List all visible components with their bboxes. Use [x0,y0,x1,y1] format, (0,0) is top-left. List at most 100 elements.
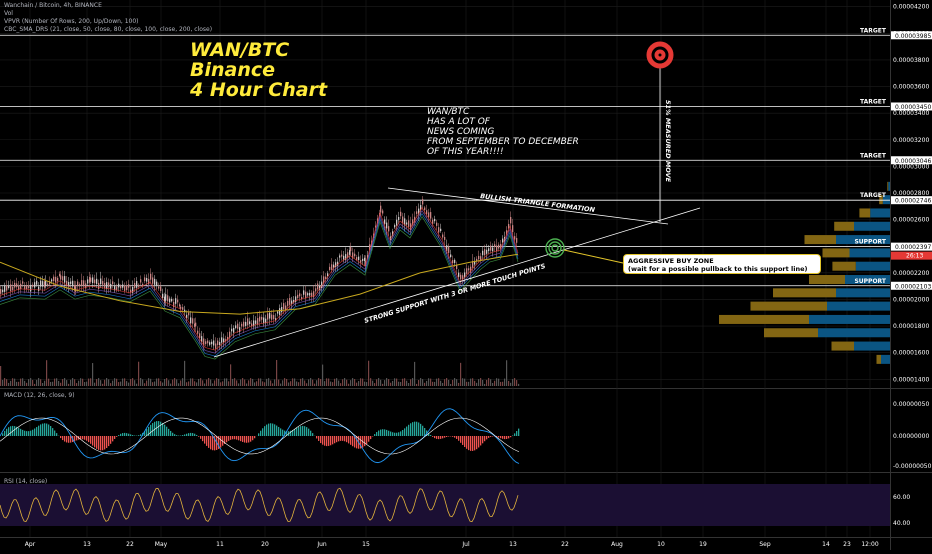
volume-bar [156,378,157,386]
candle-body [14,283,15,288]
volume-bar [308,379,309,386]
macd-histogram-bar [368,436,369,442]
macd-histogram-bar [84,436,85,440]
volume-bar [78,381,79,386]
candle-body [434,219,435,221]
candle-body [297,295,298,298]
volume-bar [242,378,243,386]
candle-body [144,277,145,281]
macd-histogram-bar [36,427,37,436]
candle-body [110,284,111,289]
macd-histogram-bar [402,430,403,436]
vpvr-bar-down [887,182,888,191]
macd-histogram-bar [164,425,165,436]
candle-body [175,298,176,304]
macd-histogram-bar [126,433,127,436]
volume-bar [434,382,435,386]
candle-body [40,281,41,287]
macd-histogram-bar [486,436,487,439]
volume-bar [190,378,191,386]
volume-bar [304,381,305,386]
candle-body [134,283,135,288]
macd-histogram-bar [40,424,41,436]
macd-histogram-bar [484,436,485,441]
y-tick-label: 0.00004200 [893,4,929,11]
candle-body [94,280,95,284]
volume-bar [270,380,271,386]
vpvr-bar-up [856,262,890,271]
volume-bar [116,379,117,386]
candle-body [271,315,272,320]
y-tick-label: 0.00002200 [893,270,929,277]
volume-bar [172,380,173,386]
volume-bar [484,384,485,386]
volume-bar [510,383,511,386]
macd-histogram-bar [190,433,191,436]
vpvr-bar-up [870,208,890,217]
x-tick-label: Sep [759,541,771,548]
y-tick-label: 0.00003800 [893,57,929,64]
macd-histogram-bar [140,434,141,436]
candle-body [72,281,73,287]
volume-bar [56,378,57,386]
candle-body [34,282,35,287]
macd-histogram-bar [392,432,393,436]
volume-bar [502,382,503,386]
macd-histogram-bar [336,436,337,442]
volume-bar [60,383,61,386]
volume-bar [420,378,421,386]
volume-bar [216,378,217,386]
volume-bar [264,382,265,386]
candle-body [277,311,278,313]
macd-histogram-bar [418,422,419,436]
volume-bar [76,383,77,386]
macd-histogram-bar [408,425,409,436]
price-tag-text: 0.00003985 [895,33,931,40]
volume-bar [346,380,347,386]
volume-bar [358,381,359,386]
macd-histogram-bar [182,435,183,436]
candle-body [386,223,387,229]
volume-bar [492,383,493,386]
y-tick-label: 0.00002000 [893,296,929,303]
volume-bar [342,379,343,386]
volume-bar [292,378,293,386]
candle-body [448,247,449,253]
macd-legend: MACD (12, 26, close, 9) [4,392,75,399]
vpvr-bar-down [832,262,855,271]
macd-histogram-bar [442,436,443,438]
volume-bar [338,381,339,386]
volume-bar [194,381,195,386]
volume-bar [170,384,171,386]
candle-body [396,220,397,226]
macd-histogram-bar [386,430,387,436]
macd-y-tick-label: 0.00000000 [893,433,929,440]
candle-body [360,260,361,263]
volume-bar [382,384,383,386]
volume-bar [480,378,481,386]
candle-body [510,217,511,223]
price-tag-text: 0.00002746 [895,198,931,205]
volume-bar [468,382,469,386]
candle-body [514,236,515,239]
volume-bar [300,379,301,386]
candle-body [42,281,43,287]
macd-histogram-bar [488,436,489,438]
volume-bar [258,378,259,386]
volume-bar [118,382,119,386]
macd-histogram-bar [226,436,227,442]
volume-bar [476,383,477,386]
macd-histogram-bar [420,424,421,436]
macd-histogram-bar [208,436,209,448]
volume-bar [470,379,471,386]
macd-histogram-bar [44,423,45,436]
volume-bar [372,381,373,386]
macd-histogram-bar [294,429,295,436]
candle-body [188,313,189,316]
candle-body [358,257,359,260]
volume-bar [412,378,413,386]
y-tick-label: 0.00003600 [893,84,929,91]
candle-body [512,225,513,232]
macd-histogram-bar [490,436,491,437]
candle-body [38,287,39,291]
